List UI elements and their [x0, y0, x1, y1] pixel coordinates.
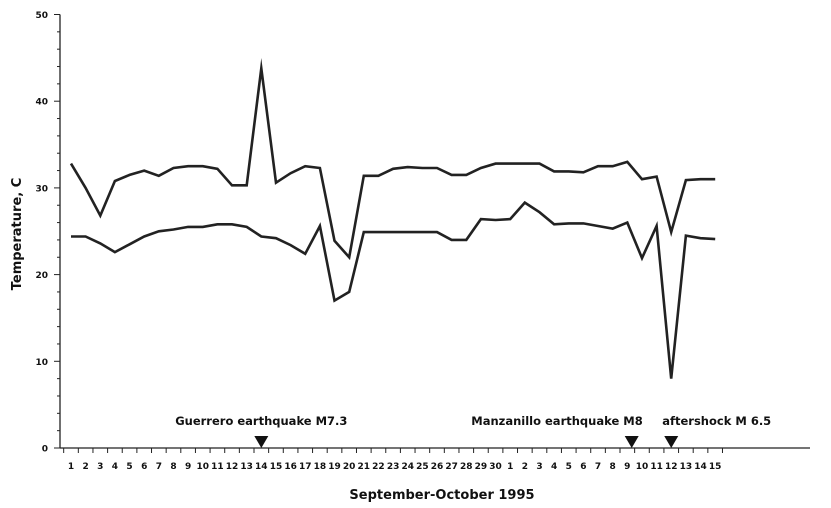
x-tick-label: 29 [475, 462, 488, 472]
x-tick-label: 12 [665, 462, 678, 472]
x-tick-label: 5 [566, 462, 572, 472]
x-tick-label: 2 [83, 462, 89, 472]
x-tick-label: 7 [156, 462, 162, 472]
x-tick-label: 16 [284, 462, 297, 472]
x-tick-label: 3 [97, 462, 103, 472]
x-tick-label: 14 [255, 462, 268, 472]
annotations: Guerrero earthquake M7.3 Manzanillo earth… [175, 414, 771, 448]
x-tick-label: 25 [416, 462, 429, 472]
x-tick-label: 7 [595, 462, 601, 472]
y-axis-title: Temperature, C [10, 178, 25, 291]
y-tick-label: 0 [42, 445, 48, 455]
x-tick-label: 1 [68, 462, 74, 472]
x-tick-label: 4 [112, 462, 118, 472]
y-tick-label: 20 [35, 271, 48, 281]
x-tick-label: 23 [387, 462, 400, 472]
x-tick-label: 13 [240, 462, 253, 472]
x-tick-label: 15 [709, 462, 722, 472]
x-tick-label: 24 [401, 462, 414, 472]
x-tick-label: 6 [580, 462, 586, 472]
x-tick-label: 22 [372, 462, 385, 472]
x-tick-label: 27 [445, 462, 458, 472]
plot-lines [69, 57, 716, 379]
y-axis: 0 10 20 30 40 50 [35, 11, 61, 455]
x-tick-label: 11 [211, 462, 224, 472]
x-tick-label: 8 [170, 462, 176, 472]
y-tick-label: 10 [35, 358, 48, 368]
event-marker-triangle [664, 436, 679, 448]
x-tick-label: 9 [185, 462, 191, 472]
x-tick-label: 12 [226, 462, 239, 472]
event-label: aftershock M 6.5 [662, 414, 771, 428]
y-tick-label: 50 [35, 11, 48, 21]
event-label: Guerrero earthquake M7.3 [175, 414, 347, 428]
x-tick-label: 3 [536, 462, 542, 472]
series-line-1 [69, 57, 716, 261]
series-line-2 [71, 200, 716, 379]
x-tick-label: 18 [314, 462, 327, 472]
x-tick-label: 14 [694, 462, 707, 472]
x-tick-label: 5 [126, 462, 132, 472]
x-tick-label: 2 [522, 462, 528, 472]
x-tick-label: 17 [299, 462, 312, 472]
x-axis: 1 2 3 4 5 6 7 8 9 10 11 12 13 14 15 16 17 18 19 20 21 22 23 24 2… [60, 447, 810, 472]
x-tick-label: 15 [270, 462, 283, 472]
x-tick-label: 11 [650, 462, 663, 472]
x-tick-label: 9 [624, 462, 630, 472]
x-axis-title: September-October 1995 [349, 488, 534, 503]
x-tick-label: 28 [460, 462, 473, 472]
x-tick-label: 6 [141, 462, 147, 472]
y-tick-label: 40 [35, 98, 48, 108]
x-tick-label: 30 [489, 462, 502, 472]
y-tick-label: 30 [35, 184, 48, 194]
x-tick-label: 10 [196, 462, 209, 472]
x-tick-label: 8 [610, 462, 616, 472]
x-tick-label: 1 [507, 462, 513, 472]
x-tick-label: 10 [636, 462, 649, 472]
x-tick-label: 26 [431, 462, 444, 472]
x-tick-label: 21 [358, 462, 371, 472]
x-tick-label: 20 [343, 462, 356, 472]
event-marker-triangle [624, 436, 639, 448]
event-label: Manzanillo earthquake M8 [471, 414, 642, 428]
x-tick-label: 4 [551, 462, 557, 472]
x-tick-label: 13 [680, 462, 693, 472]
x-tick-label: 19 [328, 462, 341, 472]
event-marker-triangle [254, 436, 269, 448]
